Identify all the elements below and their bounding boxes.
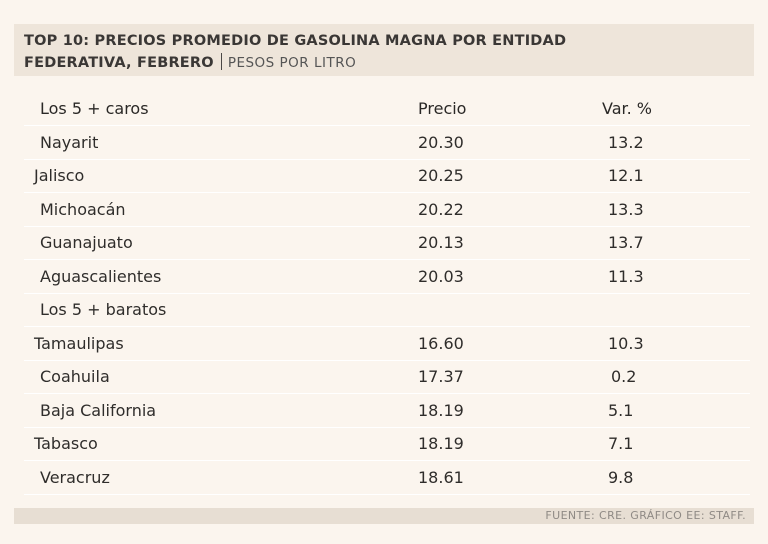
section-row-baratos: Los 5 + baratos [24, 293, 750, 327]
table-row: Tabasco 18.19 7.1 [24, 427, 750, 461]
var-cell: 11.3 [598, 259, 750, 294]
state-name: Aguascalientes [24, 259, 396, 294]
var-cell: 9.8 [598, 460, 750, 495]
table-header-row: Los 5 + caros Precio Var. % [24, 92, 750, 126]
title-line-2-bold: FEDERATIVA, FEBRERO [24, 55, 214, 71]
var-cell: 13.3 [598, 192, 750, 227]
state-name: Tamaulipas [24, 326, 396, 361]
title-line-1: TOP 10: PRECIOS PROMEDIO DE GASOLINA MAG… [24, 33, 567, 49]
var-cell: 7.1 [598, 427, 750, 461]
var-cell: 13.7 [598, 226, 750, 260]
price-value: 18.19 [396, 427, 598, 461]
var-value: 12.1 [608, 166, 644, 186]
table-row: Baja California 18.19 5.1 [24, 393, 750, 428]
column-header-name: Los 5 + caros [24, 92, 396, 126]
price-value: 16.60 [396, 326, 598, 361]
source-credit: FUENTE: CRE. GRÁFICO EE: STAFF. [545, 509, 746, 522]
var-value: 0.2 [611, 367, 637, 387]
empty-cell [396, 293, 598, 327]
table-row: Veracruz 18.61 9.8 [24, 460, 750, 495]
state-name: Coahuila [24, 360, 396, 394]
price-value: 20.03 [396, 259, 598, 294]
table-row: Tamaulipas 16.60 10.3 [24, 326, 750, 361]
title-bar: TOP 10: PRECIOS PROMEDIO DE GASOLINA MAG… [14, 24, 754, 76]
state-name: Tabasco [24, 427, 396, 461]
var-value: 11.3 [608, 266, 644, 286]
table-row: Jalisco 20.25 12.1 [24, 159, 750, 193]
price-value: 18.19 [396, 393, 598, 428]
var-cell: 10.3 [598, 326, 750, 361]
table-row: Guanajuato 20.13 13.7 [24, 226, 750, 260]
var-value: 13.7 [608, 233, 644, 253]
price-value: 17.37 [396, 360, 598, 394]
table-row: Nayarit 20.30 13.2 [24, 125, 750, 160]
title-separator [220, 53, 222, 70]
state-name: Jalisco [24, 159, 396, 193]
price-value: 20.25 [396, 159, 598, 193]
table-row: Coahuila 17.37 0.2 [24, 360, 750, 394]
state-name: Nayarit [24, 125, 396, 160]
var-cell: 5.1 [598, 393, 750, 428]
var-value: 9.8 [608, 467, 634, 487]
table-row: Aguascalientes 20.03 11.3 [24, 259, 750, 294]
footer-bar: FUENTE: CRE. GRÁFICO EE: STAFF. [14, 508, 754, 524]
var-value: 7.1 [608, 434, 634, 454]
title-line-2: FEDERATIVA, FEBRERO PESOS POR LITRO [24, 53, 356, 71]
empty-cell [598, 293, 750, 327]
var-cell: 13.2 [598, 125, 750, 160]
var-value: 5.1 [608, 400, 634, 420]
var-cell: 0.2 [598, 360, 750, 394]
column-header-var: Var. % [598, 92, 750, 126]
state-name: Guanajuato [24, 226, 396, 260]
price-value: 20.13 [396, 226, 598, 260]
price-value: 20.30 [396, 125, 598, 160]
state-name: Michoacán [24, 192, 396, 227]
state-name: Veracruz [24, 460, 396, 495]
price-value: 18.61 [396, 460, 598, 495]
price-value: 20.22 [396, 192, 598, 227]
state-name: Baja California [24, 393, 396, 428]
table-row: Michoacán 20.22 13.3 [24, 192, 750, 227]
units-label: PESOS POR LITRO [227, 55, 357, 71]
var-value: 10.3 [608, 333, 644, 353]
var-value: 13.2 [608, 132, 644, 152]
var-cell: 12.1 [598, 159, 750, 193]
section-label-baratos: Los 5 + baratos [24, 293, 396, 327]
column-header-price: Precio [396, 92, 598, 126]
prices-table: Los 5 + caros Precio Var. % Nayarit 20.3… [24, 92, 750, 495]
var-value: 13.3 [608, 199, 644, 219]
